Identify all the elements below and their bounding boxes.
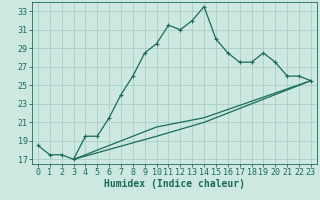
X-axis label: Humidex (Indice chaleur): Humidex (Indice chaleur) xyxy=(104,179,245,189)
